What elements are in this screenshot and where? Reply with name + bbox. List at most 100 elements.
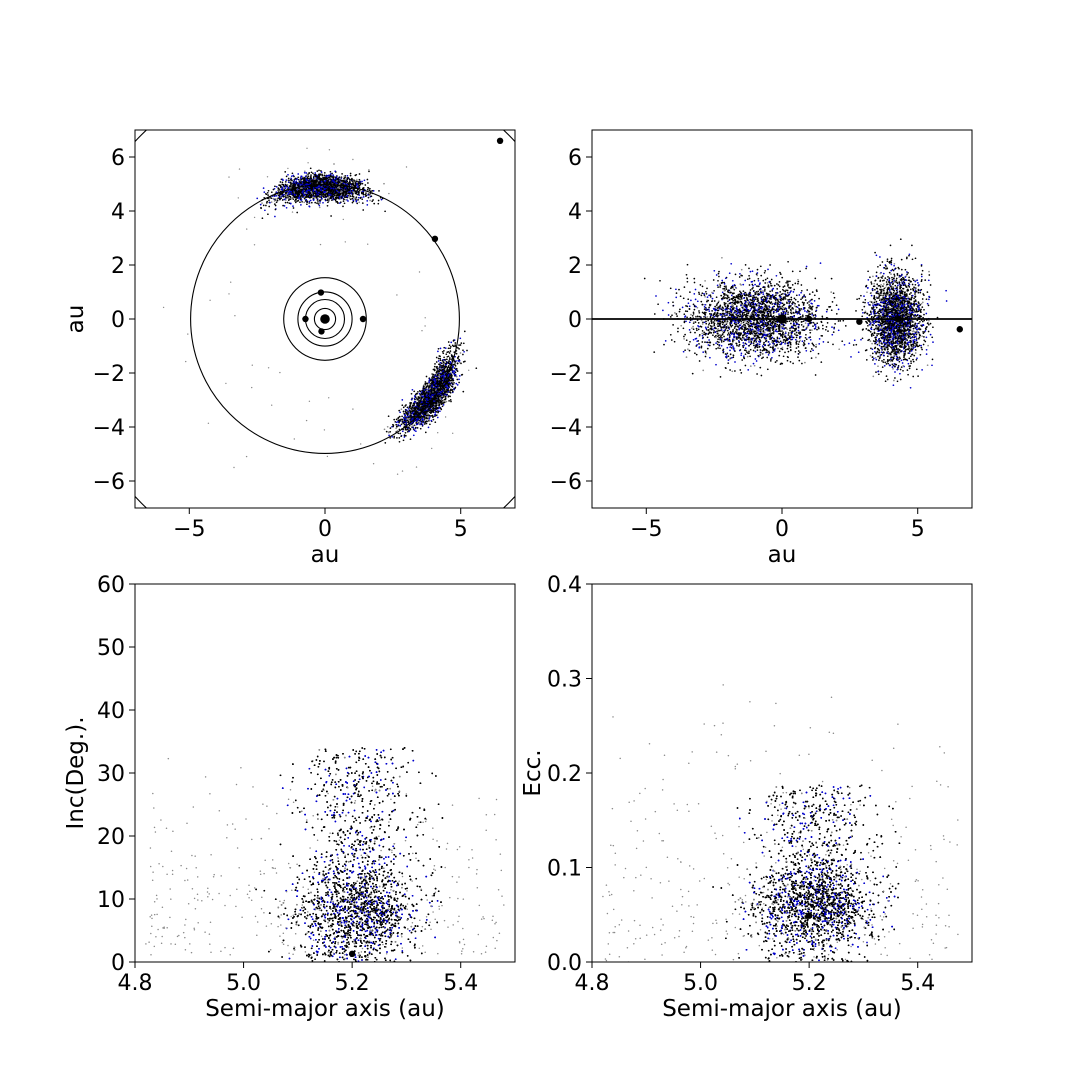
scatter-point: [320, 197, 323, 200]
scatter-point: [297, 178, 300, 181]
scatter-point: [446, 387, 449, 389]
scatter-point: [420, 415, 423, 418]
scatter-point: [437, 371, 439, 373]
scatter-point: [294, 198, 297, 201]
scatter-point: [332, 193, 335, 196]
scatter-point: [305, 190, 308, 193]
scatter-point: [324, 193, 327, 195]
scatter-point: [308, 194, 311, 196]
scatter-point: [455, 382, 458, 385]
scatter-point: [283, 205, 286, 207]
scatter-point: [397, 416, 400, 419]
scatter-point: [346, 186, 348, 189]
scatter-point: [400, 435, 403, 438]
scatter-point: [337, 178, 340, 181]
scatter-point: [331, 172, 333, 175]
scatter-point: [406, 416, 408, 418]
scatter-point: [263, 191, 266, 193]
scatter-point: [440, 369, 443, 372]
scatter-point: [265, 204, 267, 207]
scatter-point: [452, 365, 454, 368]
scatter-point: [323, 182, 326, 185]
scatter-point: [450, 358, 453, 361]
scatter-point: [343, 196, 346, 198]
scatter-point: [453, 363, 456, 366]
scatter-point: [443, 375, 445, 378]
scatter-point: [444, 358, 446, 361]
scatter-point: [437, 399, 439, 401]
scatter-point: [349, 187, 351, 190]
scatter-point: [316, 170, 319, 172]
scatter-point: [369, 193, 372, 196]
scatter-point: [312, 194, 315, 196]
scatter-point: [433, 403, 436, 406]
scatter-point: [346, 195, 349, 198]
scatter-point: [388, 434, 390, 437]
scatter-point: [349, 180, 351, 182]
scatter-point: [411, 417, 414, 420]
scatter-point: [380, 198, 383, 201]
scatter-point: [331, 199, 333, 201]
scatter-point: [411, 410, 414, 413]
scatter-point: [354, 192, 357, 195]
scatter-point: [334, 196, 337, 199]
scatter-point: [446, 385, 448, 387]
scatter-point: [411, 408, 413, 411]
scatter-point: [443, 401, 446, 404]
scatter-point: [417, 398, 419, 401]
scatter-point: [300, 175, 302, 178]
scatter-point: [287, 186, 290, 189]
scatter-point: [432, 394, 435, 396]
scatter-point: [432, 385, 435, 388]
scatter-point: [389, 430, 392, 433]
scatter-point: [357, 198, 360, 201]
scatter-point: [438, 386, 441, 389]
scatter-point: [353, 197, 355, 200]
scatter-point: [348, 189, 351, 192]
scatter-point: [416, 419, 418, 422]
scatter-point: [463, 330, 466, 333]
scatter-point: [441, 350, 444, 353]
scatter-point: [319, 177, 322, 180]
scatter-point: [452, 379, 455, 382]
scatter-point: [304, 181, 306, 183]
scatter-point: [391, 436, 394, 438]
scatter-point: [432, 376, 435, 379]
scatter-point: [322, 178, 324, 181]
scatter-point: [466, 349, 468, 352]
scatter-point: [283, 198, 286, 201]
scatter-point: [445, 382, 448, 385]
scatter-point: [444, 366, 447, 369]
scatter-point: [452, 339, 455, 342]
scatter-point: [395, 421, 398, 424]
scatter-point: [403, 436, 406, 438]
scatter-point: [272, 188, 275, 191]
scatter-point: [270, 201, 273, 203]
scatter-point: [438, 406, 441, 409]
scatter-point: [438, 374, 441, 376]
scatter-point: [448, 352, 451, 354]
scatter-point: [347, 188, 350, 191]
scatter-point: [300, 187, 302, 190]
scatter-point: [387, 415, 390, 418]
scatter-point: [410, 410, 412, 413]
scatter-point: [404, 423, 407, 426]
scatter-point: [394, 421, 397, 423]
scatter-point: [281, 199, 284, 201]
scatter-point: [460, 362, 462, 365]
scatter-point: [458, 344, 460, 346]
scatter-point: [348, 197, 351, 200]
scatter-point: [425, 420, 428, 423]
scatter-point: [443, 356, 445, 359]
scatter-point: [399, 411, 401, 414]
scatter-point: [446, 368, 449, 371]
scatter-point: [261, 202, 263, 204]
scatter-point: [358, 191, 360, 194]
scatter-point: [422, 387, 425, 390]
scatter-point: [433, 400, 435, 402]
scatter-point: [284, 181, 287, 183]
scatter-point: [334, 199, 337, 202]
scatter-point: [461, 373, 464, 376]
scatter-point: [267, 213, 269, 216]
scatter-point: [294, 182, 297, 184]
